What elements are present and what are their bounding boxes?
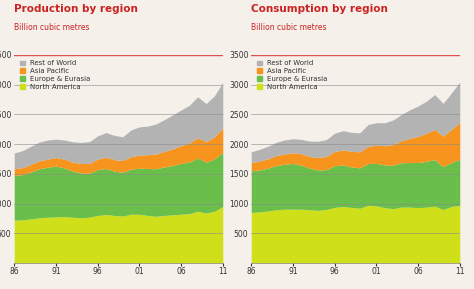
Text: Production by region: Production by region — [14, 4, 138, 14]
Text: Billion cubic metres: Billion cubic metres — [251, 23, 327, 32]
Legend: Rest of World, Asia Pacific, Europe & Eurasia, North America: Rest of World, Asia Pacific, Europe & Eu… — [18, 58, 92, 92]
Text: Billion cubic metres: Billion cubic metres — [14, 23, 90, 32]
Text: Consumption by region: Consumption by region — [251, 4, 388, 14]
Legend: Rest of World, Asia Pacific, Europe & Eurasia, North America: Rest of World, Asia Pacific, Europe & Eu… — [255, 58, 329, 92]
